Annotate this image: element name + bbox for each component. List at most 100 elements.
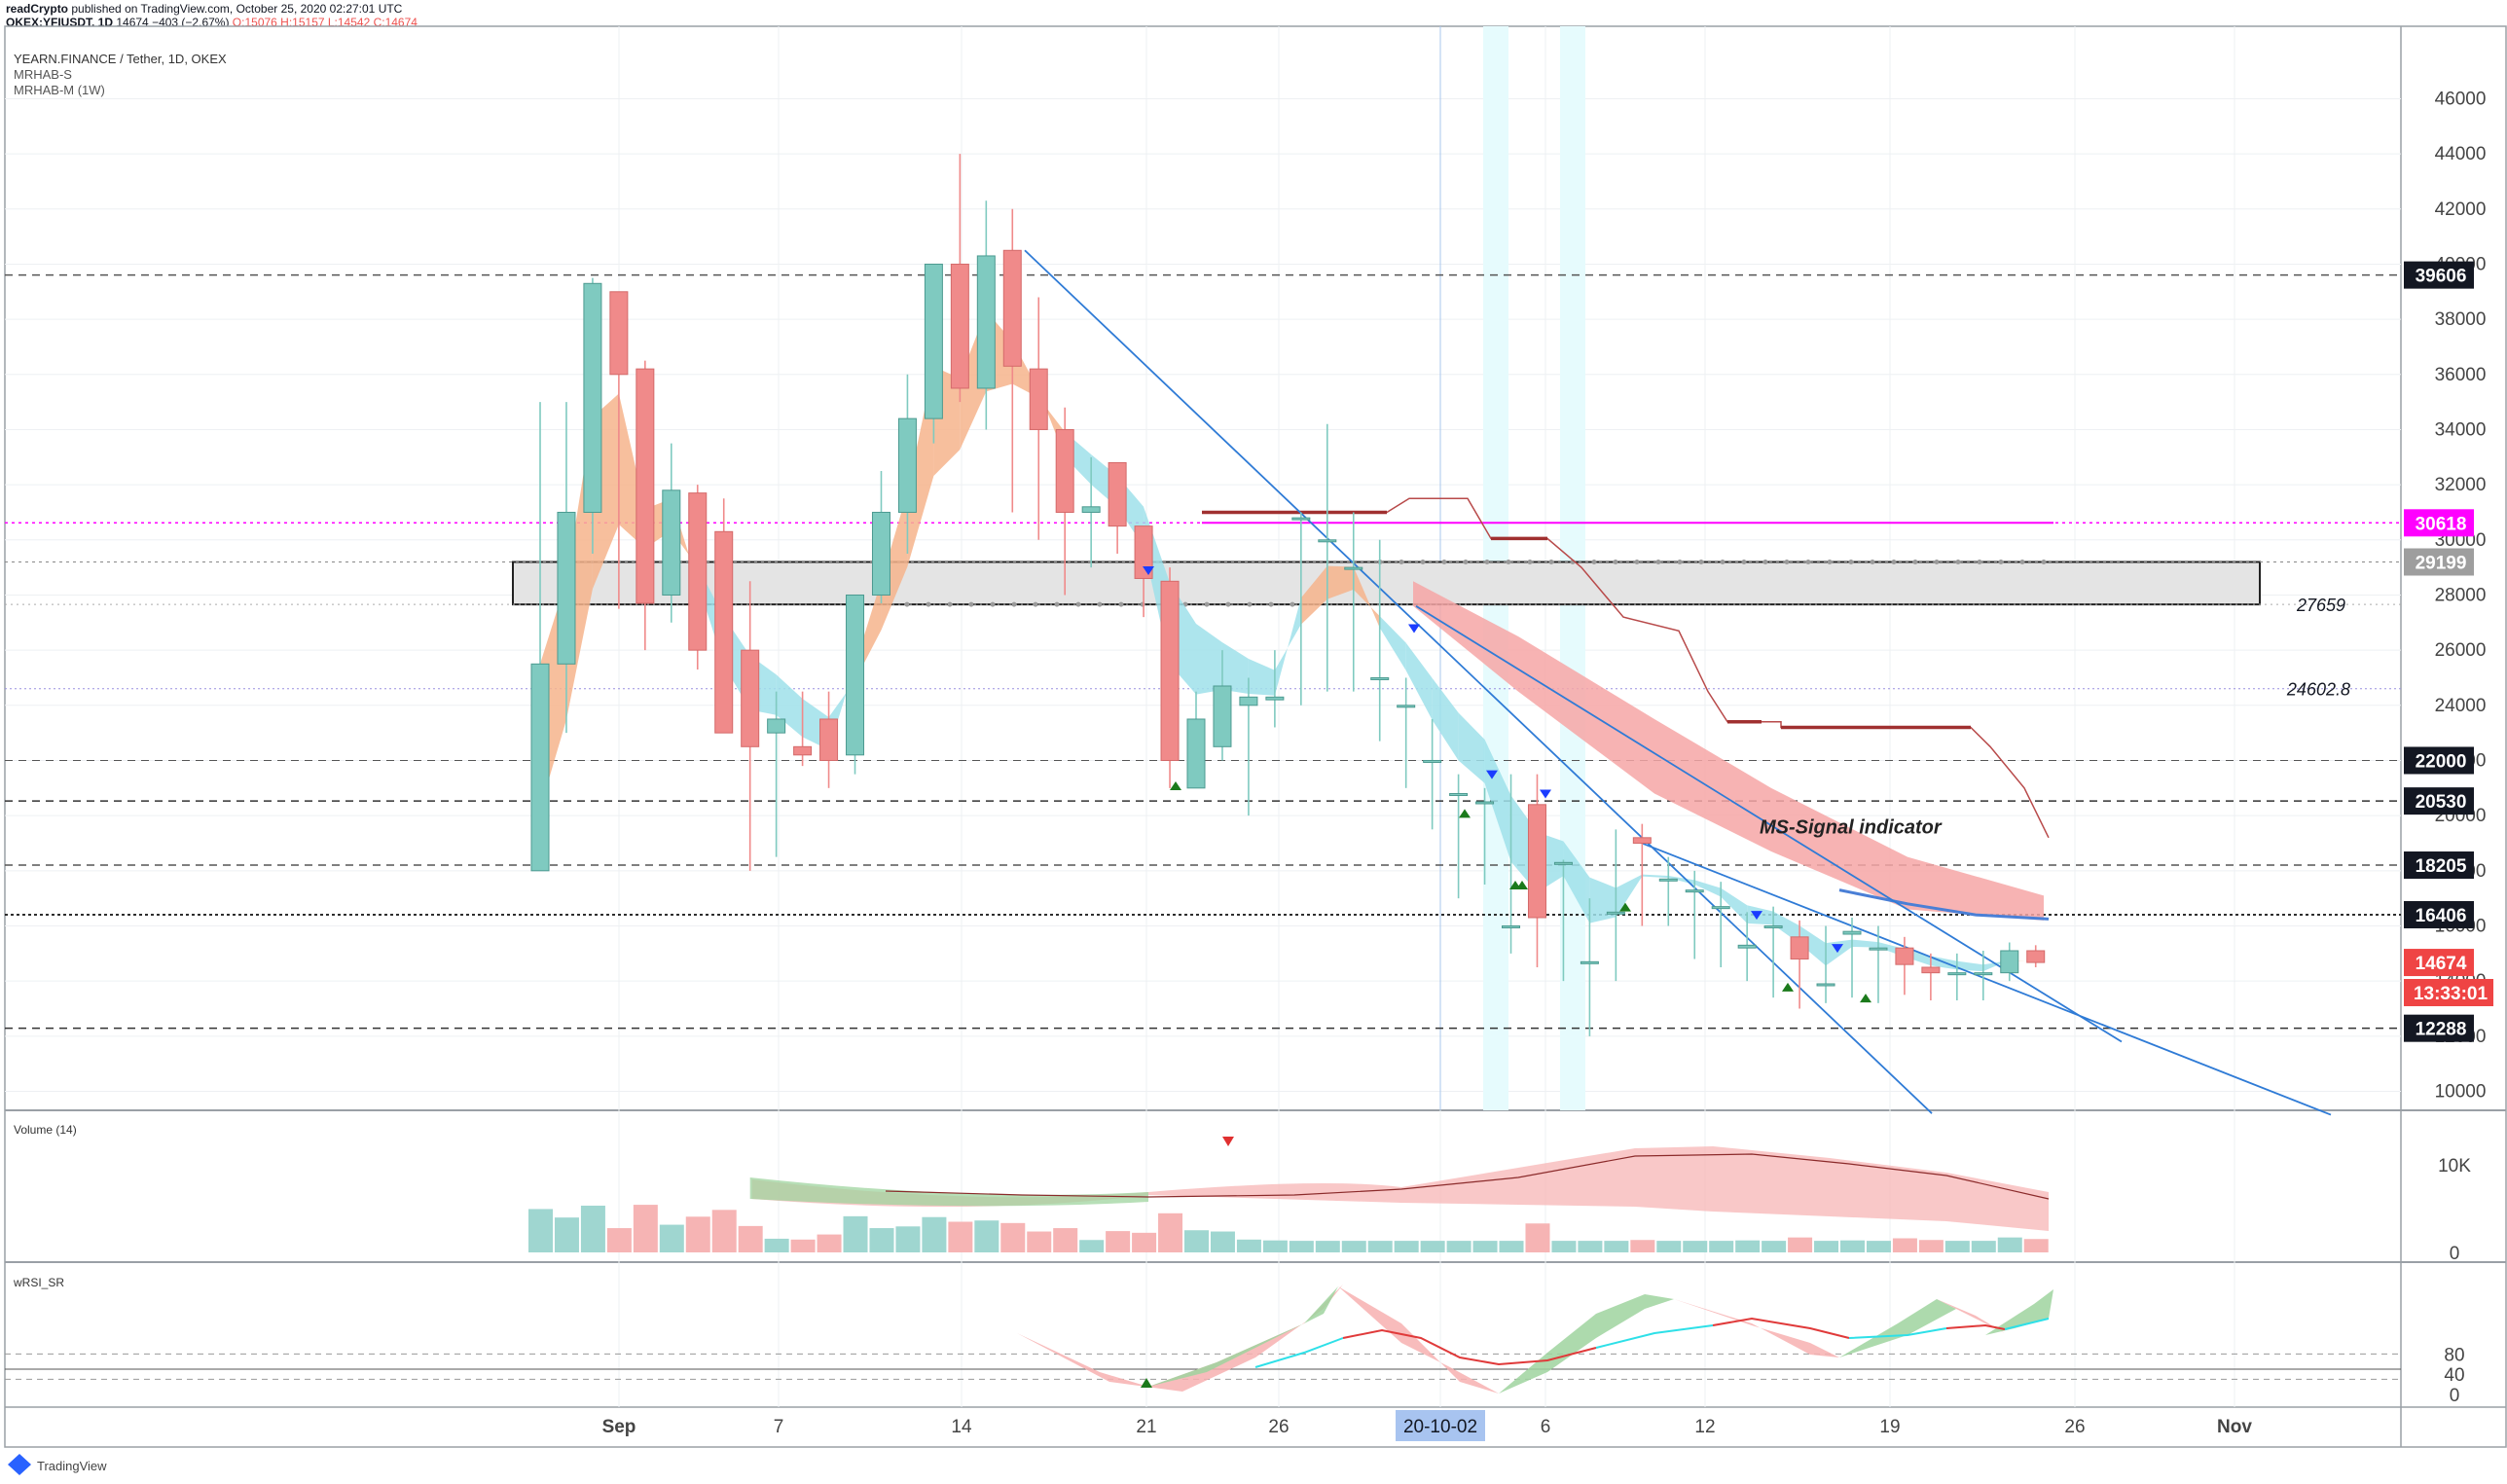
ribbon-segment	[1484, 739, 1511, 862]
ribbon-segment	[1773, 911, 1800, 944]
rsi-pane-title: wRSI_SR	[13, 1276, 64, 1289]
price-marker-badge	[2404, 261, 2474, 289]
volume-bar	[685, 1216, 710, 1252]
level-dot	[1655, 559, 1661, 564]
price-tick-label: 24000	[2435, 696, 2487, 716]
sell-signal-marker	[1751, 911, 1762, 921]
candle-down	[819, 718, 839, 761]
volume-bar	[1525, 1223, 1550, 1252]
volume-bar	[974, 1220, 999, 1252]
volume-bar	[1604, 1241, 1629, 1252]
volume-tick-label: 10K	[2438, 1156, 2471, 1176]
volume-bar	[1027, 1231, 1052, 1252]
candle-up	[1974, 972, 1993, 976]
candle-down	[1055, 428, 1074, 513]
volume-bar	[1132, 1232, 1157, 1252]
time-tick-label: 26	[2064, 1417, 2085, 1437]
price-marker-badge	[2404, 1014, 2474, 1042]
candle-up	[1239, 696, 1258, 706]
ribbon-segment	[2009, 959, 2036, 961]
level-dot	[1827, 559, 1833, 564]
volume-bar	[1053, 1228, 1078, 1252]
candle-down	[741, 649, 760, 747]
volume-bar	[1158, 1213, 1183, 1252]
volume-bar	[1000, 1222, 1026, 1252]
level-label: 27659	[2296, 596, 2345, 615]
price-marker-label: 12288	[2416, 1020, 2467, 1040]
candle-up	[1658, 878, 1678, 882]
level-dot	[1247, 601, 1253, 607]
sell-signal-marker	[1832, 944, 1843, 954]
level-dot	[1420, 559, 1426, 564]
candle-up	[846, 594, 865, 756]
candle-down	[1632, 837, 1652, 844]
price-tick-label: 38000	[2435, 309, 2487, 330]
volume-bar	[764, 1238, 789, 1252]
candles	[530, 154, 2046, 1036]
level-dot	[1977, 559, 1982, 564]
rsi-tick-label: 80	[2444, 1345, 2464, 1365]
volume-band-green	[749, 1177, 1148, 1207]
ribbon-segment	[1694, 880, 1722, 897]
level-dot	[2019, 559, 2025, 564]
ribbon-segment	[1326, 565, 1354, 599]
candle-down	[1527, 804, 1546, 919]
weekly-level-line	[1202, 497, 2050, 839]
time-tick-label: 21	[1136, 1417, 1156, 1437]
volume-bar	[948, 1221, 973, 1252]
price-axis: 4600044000420004000038000360003400032000…	[2404, 89, 2493, 1103]
level-dot	[1506, 559, 1511, 564]
level-dot	[1784, 559, 1790, 564]
price-marker-label: 14674	[2416, 954, 2467, 974]
level-dot	[2041, 559, 2047, 564]
price-tick-label: 34000	[2435, 419, 2487, 440]
volume-bar	[1892, 1238, 1917, 1252]
chart-frame	[4, 25, 2507, 1448]
volume-bar	[1735, 1240, 1761, 1252]
level-label: 24602.8	[2286, 680, 2350, 700]
time-tick-label: 14	[951, 1417, 972, 1437]
sell-signal-marker	[1540, 789, 1551, 799]
candle-up	[530, 663, 550, 872]
candle-up	[1869, 947, 1888, 951]
time-tick-label: 6	[1541, 1417, 1551, 1437]
level-dot	[1011, 601, 1017, 607]
price-tick-label: 26000	[2435, 640, 2487, 661]
candle-up	[1449, 792, 1469, 796]
price-marker-badge	[2404, 746, 2474, 775]
volume-bar	[738, 1225, 763, 1252]
volume-bar	[1762, 1241, 1787, 1252]
rsi-signal-line	[1254, 1337, 1344, 1368]
level-dot	[1998, 559, 2004, 564]
volume-bar	[1184, 1230, 1209, 1252]
candle-down	[688, 492, 708, 651]
volume-pane-title: Volume (14)	[14, 1123, 77, 1137]
candle-up	[1685, 889, 1704, 893]
volume-bar	[1446, 1241, 1472, 1252]
candle-down	[609, 291, 629, 376]
price-marker-label: 22000	[2416, 751, 2467, 772]
rsi-fill	[1017, 1285, 1343, 1392]
time-tick-label: 19	[1879, 1417, 1900, 1437]
candle-down	[1790, 936, 1809, 959]
volume-bar	[1578, 1241, 1603, 1252]
price-tick-label: 36000	[2435, 365, 2487, 385]
volume-bar	[790, 1239, 816, 1252]
level-dot	[1591, 559, 1597, 564]
volume-bar	[528, 1209, 553, 1252]
legend-title: YEARN.FINANCE / Tether, 1D, OKEX	[14, 52, 227, 66]
price-tick-label: 32000	[2435, 475, 2487, 495]
price-marker-badge	[2404, 851, 2474, 880]
candle-up	[1397, 705, 1416, 708]
level-dot	[1741, 559, 1747, 564]
candle-up	[1265, 696, 1285, 701]
author-name[interactable]: readCrypto	[6, 2, 69, 16]
candle-up	[1213, 685, 1232, 747]
volume-bar	[1367, 1241, 1393, 1252]
volume-bar	[1709, 1241, 1734, 1252]
candle-up	[1553, 861, 1573, 865]
volume-bar	[1814, 1241, 1839, 1252]
level-dot	[1677, 559, 1683, 564]
volume-bar	[1289, 1241, 1314, 1252]
